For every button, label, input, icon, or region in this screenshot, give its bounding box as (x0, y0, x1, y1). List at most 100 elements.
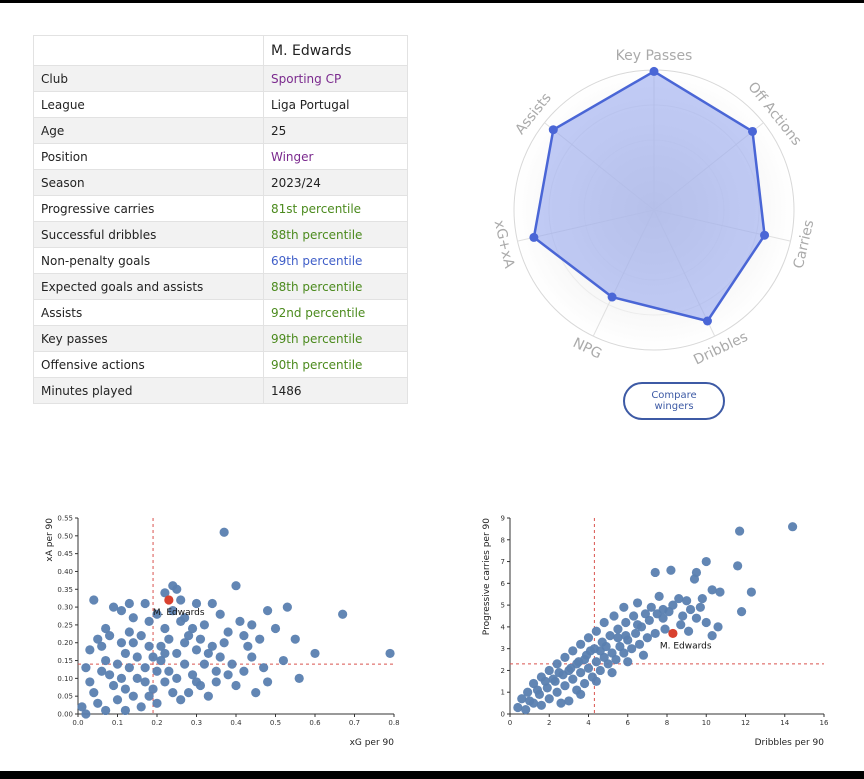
scatter-point (629, 611, 639, 621)
scatter-point (207, 641, 217, 651)
scatter-point (219, 527, 229, 537)
scatter-point (713, 622, 723, 632)
xg-xa-scatter-chart: 0.0 0.1 0.2 0.3 0.4 0.5 0.6 0.7 0.8 0.00 0.05 0.10 0… (45, 515, 400, 749)
scatter-point (172, 648, 182, 659)
y-tick-label: 9 (501, 515, 505, 523)
scatter-point (560, 652, 570, 662)
scatter-point (576, 668, 586, 678)
scatter-point (247, 620, 257, 630)
scatter-point (701, 617, 711, 628)
player-stats-body: M. Edwards Club Sporting CP League Liga Por… (33, 35, 408, 404)
radar-point (607, 292, 617, 302)
scatter-point (101, 623, 111, 634)
scatter-point (521, 705, 531, 715)
scatter-point (112, 695, 123, 705)
scatter-point (715, 587, 725, 597)
scatter-point (105, 670, 115, 680)
scatter-point (654, 591, 664, 601)
radar-axis-label: xG+xA (491, 219, 518, 270)
highlight-point (668, 628, 678, 639)
scatter-point (579, 678, 590, 689)
player-name: M. Edwards (263, 35, 408, 66)
scatter-point (199, 620, 209, 630)
scatter-point (270, 623, 281, 634)
x-tick-label: 4 (586, 719, 591, 727)
scatter-point (585, 646, 596, 656)
radar-point (702, 316, 712, 326)
scatter-point (678, 611, 688, 621)
scatter-point (199, 659, 209, 669)
scatter-point (650, 628, 660, 639)
scatter-point (583, 663, 594, 673)
scatter-point (619, 648, 629, 658)
scatter-point (385, 648, 395, 659)
scatter-point (81, 709, 91, 719)
row-label: Progressive carries (33, 195, 264, 222)
table-row: Offensive actions 90th percentile (33, 351, 408, 378)
scatter-point (660, 624, 670, 634)
scatter-point (591, 676, 601, 686)
scatter-point (595, 665, 605, 676)
scatter-point (120, 648, 130, 659)
scatter-point (627, 644, 637, 654)
scatter-point (215, 652, 225, 662)
scatter-point (89, 688, 99, 698)
table-row: Club Sporting CP (33, 65, 408, 92)
scatter-point (223, 670, 233, 680)
scatter-point (689, 574, 700, 584)
scatter-point (640, 609, 651, 619)
highlight-point (164, 595, 174, 605)
scatter-point (239, 666, 249, 676)
scatter-point (247, 652, 257, 662)
scatter-point (583, 633, 594, 643)
scatter-point (599, 617, 609, 628)
scatter-point (132, 673, 142, 683)
scatter-point (568, 646, 578, 656)
scatter-point (144, 616, 154, 626)
scatter-point (160, 648, 170, 659)
row-label: Non-penalty goals (33, 247, 264, 274)
scatter-point (243, 641, 253, 651)
y-tick-label: 6 (501, 580, 506, 588)
scatter-point (164, 634, 174, 644)
x-tick-label: 12 (741, 719, 750, 727)
y-tick-label: 0.30 (57, 604, 73, 612)
scatter-point (187, 623, 198, 634)
scatter-point (554, 668, 564, 678)
scatter-point (682, 596, 692, 606)
x-axis-label: Dribbles per 90 (755, 738, 825, 748)
x-tick-label: 2 (547, 719, 551, 727)
scatter-point (116, 638, 127, 648)
scatter-point (172, 673, 182, 683)
scatter-point (97, 641, 107, 651)
scatter-point (638, 650, 649, 660)
scatter-point (152, 666, 162, 676)
scatter-point (152, 609, 162, 619)
scatter-point (128, 638, 138, 648)
x-tick-label: 6 (626, 719, 631, 727)
scatter-point (156, 655, 166, 666)
scatter-point (148, 652, 158, 662)
scatter-point (576, 639, 586, 649)
y-tick-label: 1 (501, 689, 505, 697)
x-tick-label: 8 (665, 719, 669, 727)
scatter-point (168, 688, 178, 698)
scatter-point (259, 663, 269, 673)
scatter-point (576, 689, 586, 699)
scatter-point (160, 588, 170, 598)
scatter-point (180, 659, 190, 669)
scatter-point (536, 700, 546, 710)
scatter-point (691, 613, 702, 623)
x-tick-label: 0.0 (72, 719, 83, 727)
scatter-point (187, 670, 198, 680)
compare-wingers-button[interactable]: Compare wingers (623, 382, 725, 420)
scatter-point (609, 611, 619, 621)
scatter-point (556, 698, 566, 708)
row-label: Successful dribbles (33, 221, 264, 248)
scatter-point (85, 645, 95, 655)
scatter-point (613, 624, 623, 634)
row-value: 2023/24 (263, 169, 408, 196)
scatter-point (116, 606, 127, 616)
